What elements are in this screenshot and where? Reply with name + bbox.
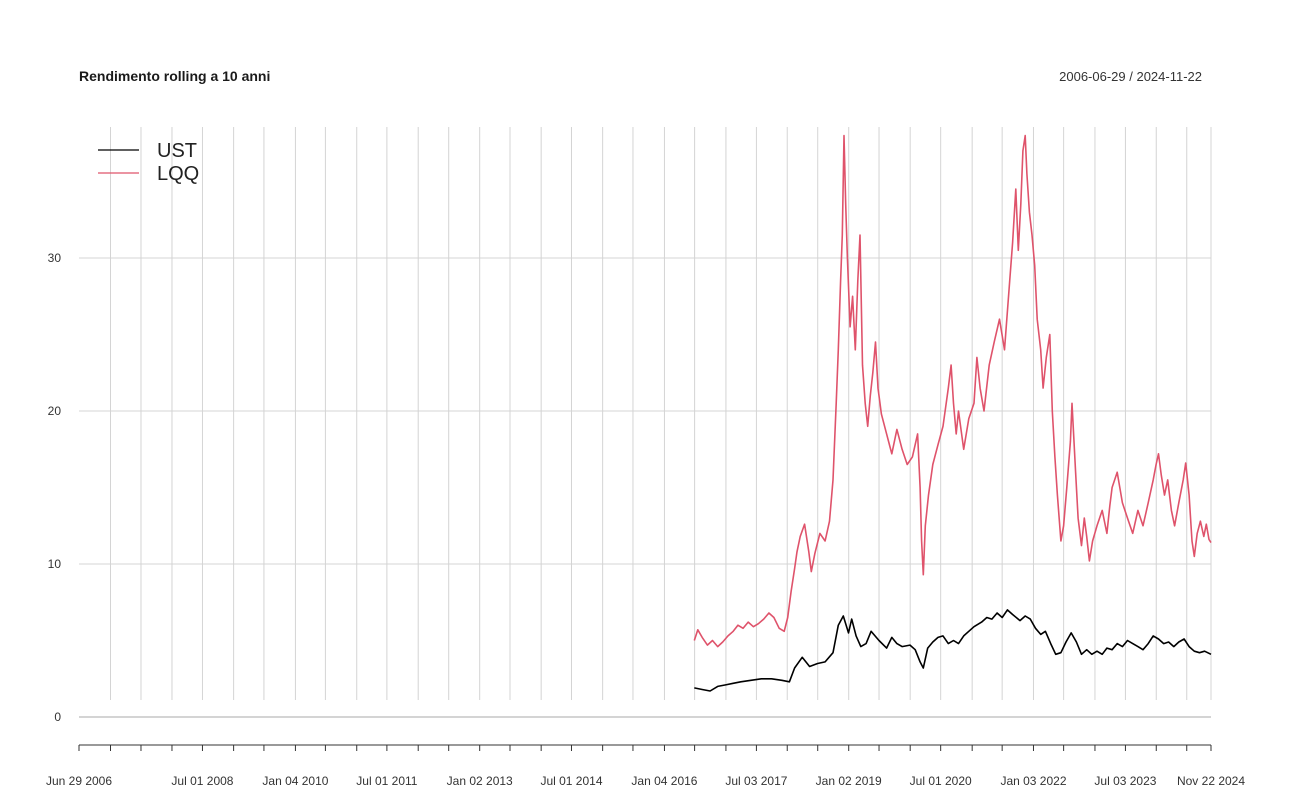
series-lines <box>693 134 1212 692</box>
x-tick-label: Jul 01 2011 <box>356 774 417 788</box>
x-tick-label: Jan 02 2019 <box>816 774 882 788</box>
y-tick-label: 20 <box>48 404 62 418</box>
y-tick-label: 30 <box>48 251 62 265</box>
x-tick-label: Jul 01 2008 <box>171 774 233 788</box>
x-axis: Jun 29 2006 Jul 01 2008 Jan 04 2010 Jul 01 … <box>46 744 1245 788</box>
legend-label-lqq: LQQ <box>157 163 199 185</box>
x-tick-label: Jul 03 2017 <box>725 774 787 788</box>
x-tick-label: Jan 04 2010 <box>262 774 328 788</box>
x-tick-label: Jan 03 2022 <box>1000 774 1066 788</box>
y-tick-label: 0 <box>54 710 61 724</box>
y-tick-label: 10 <box>48 557 62 571</box>
x-tick-label: Jan 02 2013 <box>447 774 513 788</box>
x-tick-label: Jan 04 2016 <box>631 774 697 788</box>
x-tick-label: Nov 22 2024 <box>1177 774 1245 788</box>
chart-title: Rendimento rolling a 10 anni <box>79 68 271 84</box>
grid-lines <box>79 127 1212 718</box>
x-tick-label: Jul 03 2023 <box>1094 774 1156 788</box>
x-tick-label: Jul 01 2020 <box>910 774 972 788</box>
date-range-label: 2006-06-29 / 2024-11-22 <box>1059 69 1202 84</box>
series-line-ust <box>694 609 1212 692</box>
x-tick-label: Jun 29 2006 <box>46 774 112 788</box>
x-tick-label: Jul 01 2014 <box>540 774 602 788</box>
y-axis: 0 10 20 30 <box>48 251 62 724</box>
legend-label-ust: UST <box>157 140 197 162</box>
series-line-lqq <box>693 134 1212 648</box>
